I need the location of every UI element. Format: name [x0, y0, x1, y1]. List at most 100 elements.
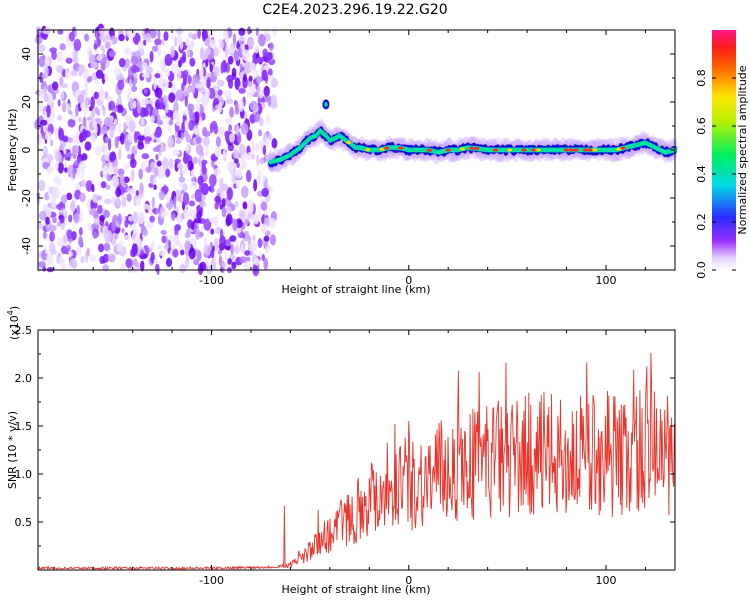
noise-cell	[201, 159, 208, 165]
x-tick-label: -100	[199, 274, 224, 287]
noise-cell	[199, 200, 207, 208]
noise-cell	[209, 241, 213, 249]
trace-peak	[530, 148, 537, 152]
noise-cell	[44, 56, 50, 66]
noise-cell	[124, 58, 131, 69]
noise-cell	[226, 187, 233, 201]
noise-cell	[57, 99, 61, 107]
noise-cell	[188, 119, 195, 131]
noise-cell	[56, 65, 64, 73]
colorbar-tick-label: 0.8	[695, 69, 708, 87]
noise-cell	[207, 29, 214, 38]
noise-cell	[175, 238, 181, 246]
noise-cell	[225, 213, 233, 226]
noise-cell	[99, 34, 105, 41]
noise-cell	[188, 42, 194, 49]
y-tick-label: 2.5	[15, 324, 33, 337]
noise-cell	[208, 185, 212, 192]
noise-cell	[237, 131, 242, 144]
noise-cell	[50, 249, 58, 255]
noise-cell	[229, 133, 236, 143]
noise-cell	[239, 210, 246, 220]
noise-cell	[90, 110, 95, 121]
noise-cell	[61, 245, 67, 255]
noise-cell	[201, 28, 206, 42]
noise-cell	[194, 111, 200, 124]
noise-cell	[75, 246, 82, 256]
noise-cell	[221, 206, 227, 218]
noise-cell	[46, 166, 52, 175]
noise-cell	[251, 140, 255, 146]
noise-cell	[85, 99, 89, 109]
noise-cell	[173, 195, 177, 209]
noise-cell	[189, 57, 196, 67]
noise-cell	[223, 89, 232, 98]
noise-cell	[187, 75, 192, 85]
noise-cell	[238, 88, 246, 94]
trace-peak	[365, 148, 371, 152]
noise-cell	[159, 146, 167, 153]
noise-cell	[151, 108, 159, 118]
noise-cell	[119, 263, 125, 271]
noise-cell	[165, 101, 169, 114]
noise-cell	[72, 55, 79, 64]
noise-cell	[45, 216, 50, 225]
noise-cell	[246, 152, 252, 161]
noise-cell	[165, 168, 171, 177]
noise-cell	[77, 64, 86, 74]
noise-cell	[37, 222, 43, 230]
trace-peak	[398, 146, 404, 150]
trace-peak	[573, 148, 579, 152]
trace-peak	[615, 147, 622, 151]
noise-cell	[87, 223, 94, 231]
noise-cell	[78, 71, 83, 77]
noise-cell	[119, 173, 125, 186]
noise-cell	[146, 103, 153, 109]
noise-cell	[153, 131, 162, 138]
noise-cell	[195, 136, 202, 144]
noise-cell	[137, 142, 145, 150]
noise-cell	[177, 212, 181, 222]
trace-peak	[459, 147, 466, 151]
noise-cell	[91, 184, 95, 193]
noise-cell	[130, 55, 139, 65]
noise-cell	[171, 63, 178, 74]
noise-cell	[219, 228, 224, 240]
noise-cell	[59, 214, 65, 224]
noise-cell	[129, 120, 136, 133]
noise-cell	[95, 69, 104, 79]
noise-cell	[62, 135, 69, 143]
noise-cell	[154, 87, 163, 99]
noise-cell	[172, 149, 181, 156]
noise-cell	[126, 89, 132, 103]
noise-cell	[121, 196, 127, 208]
noise-cell	[214, 195, 221, 204]
noise-cell	[188, 209, 197, 219]
noise-cell	[244, 218, 250, 226]
noise-cell	[137, 135, 146, 141]
noise-cell	[60, 93, 65, 100]
noise-cell	[257, 238, 263, 249]
noise-cell	[195, 227, 200, 240]
noise-cell	[128, 78, 133, 88]
noise-cell	[117, 122, 122, 133]
noise-cell	[86, 247, 91, 257]
noise-cell	[209, 173, 217, 187]
noise-cell	[232, 172, 236, 184]
noise-cell	[233, 49, 239, 62]
noise-cell	[245, 169, 252, 183]
noise-cell	[246, 129, 253, 141]
noise-cell	[172, 249, 179, 258]
noise-cell	[190, 181, 198, 190]
noise-cell	[176, 162, 183, 169]
noise-cell	[252, 241, 258, 250]
noise-cell	[118, 147, 122, 161]
noise-cell	[264, 71, 269, 84]
trace-peak	[507, 148, 513, 152]
trace-peak	[492, 148, 499, 152]
noise-cell	[84, 141, 92, 151]
noise-cell	[73, 213, 80, 224]
noise-cell	[122, 216, 126, 223]
noise-cell	[203, 96, 209, 106]
noise-cell	[132, 211, 139, 224]
